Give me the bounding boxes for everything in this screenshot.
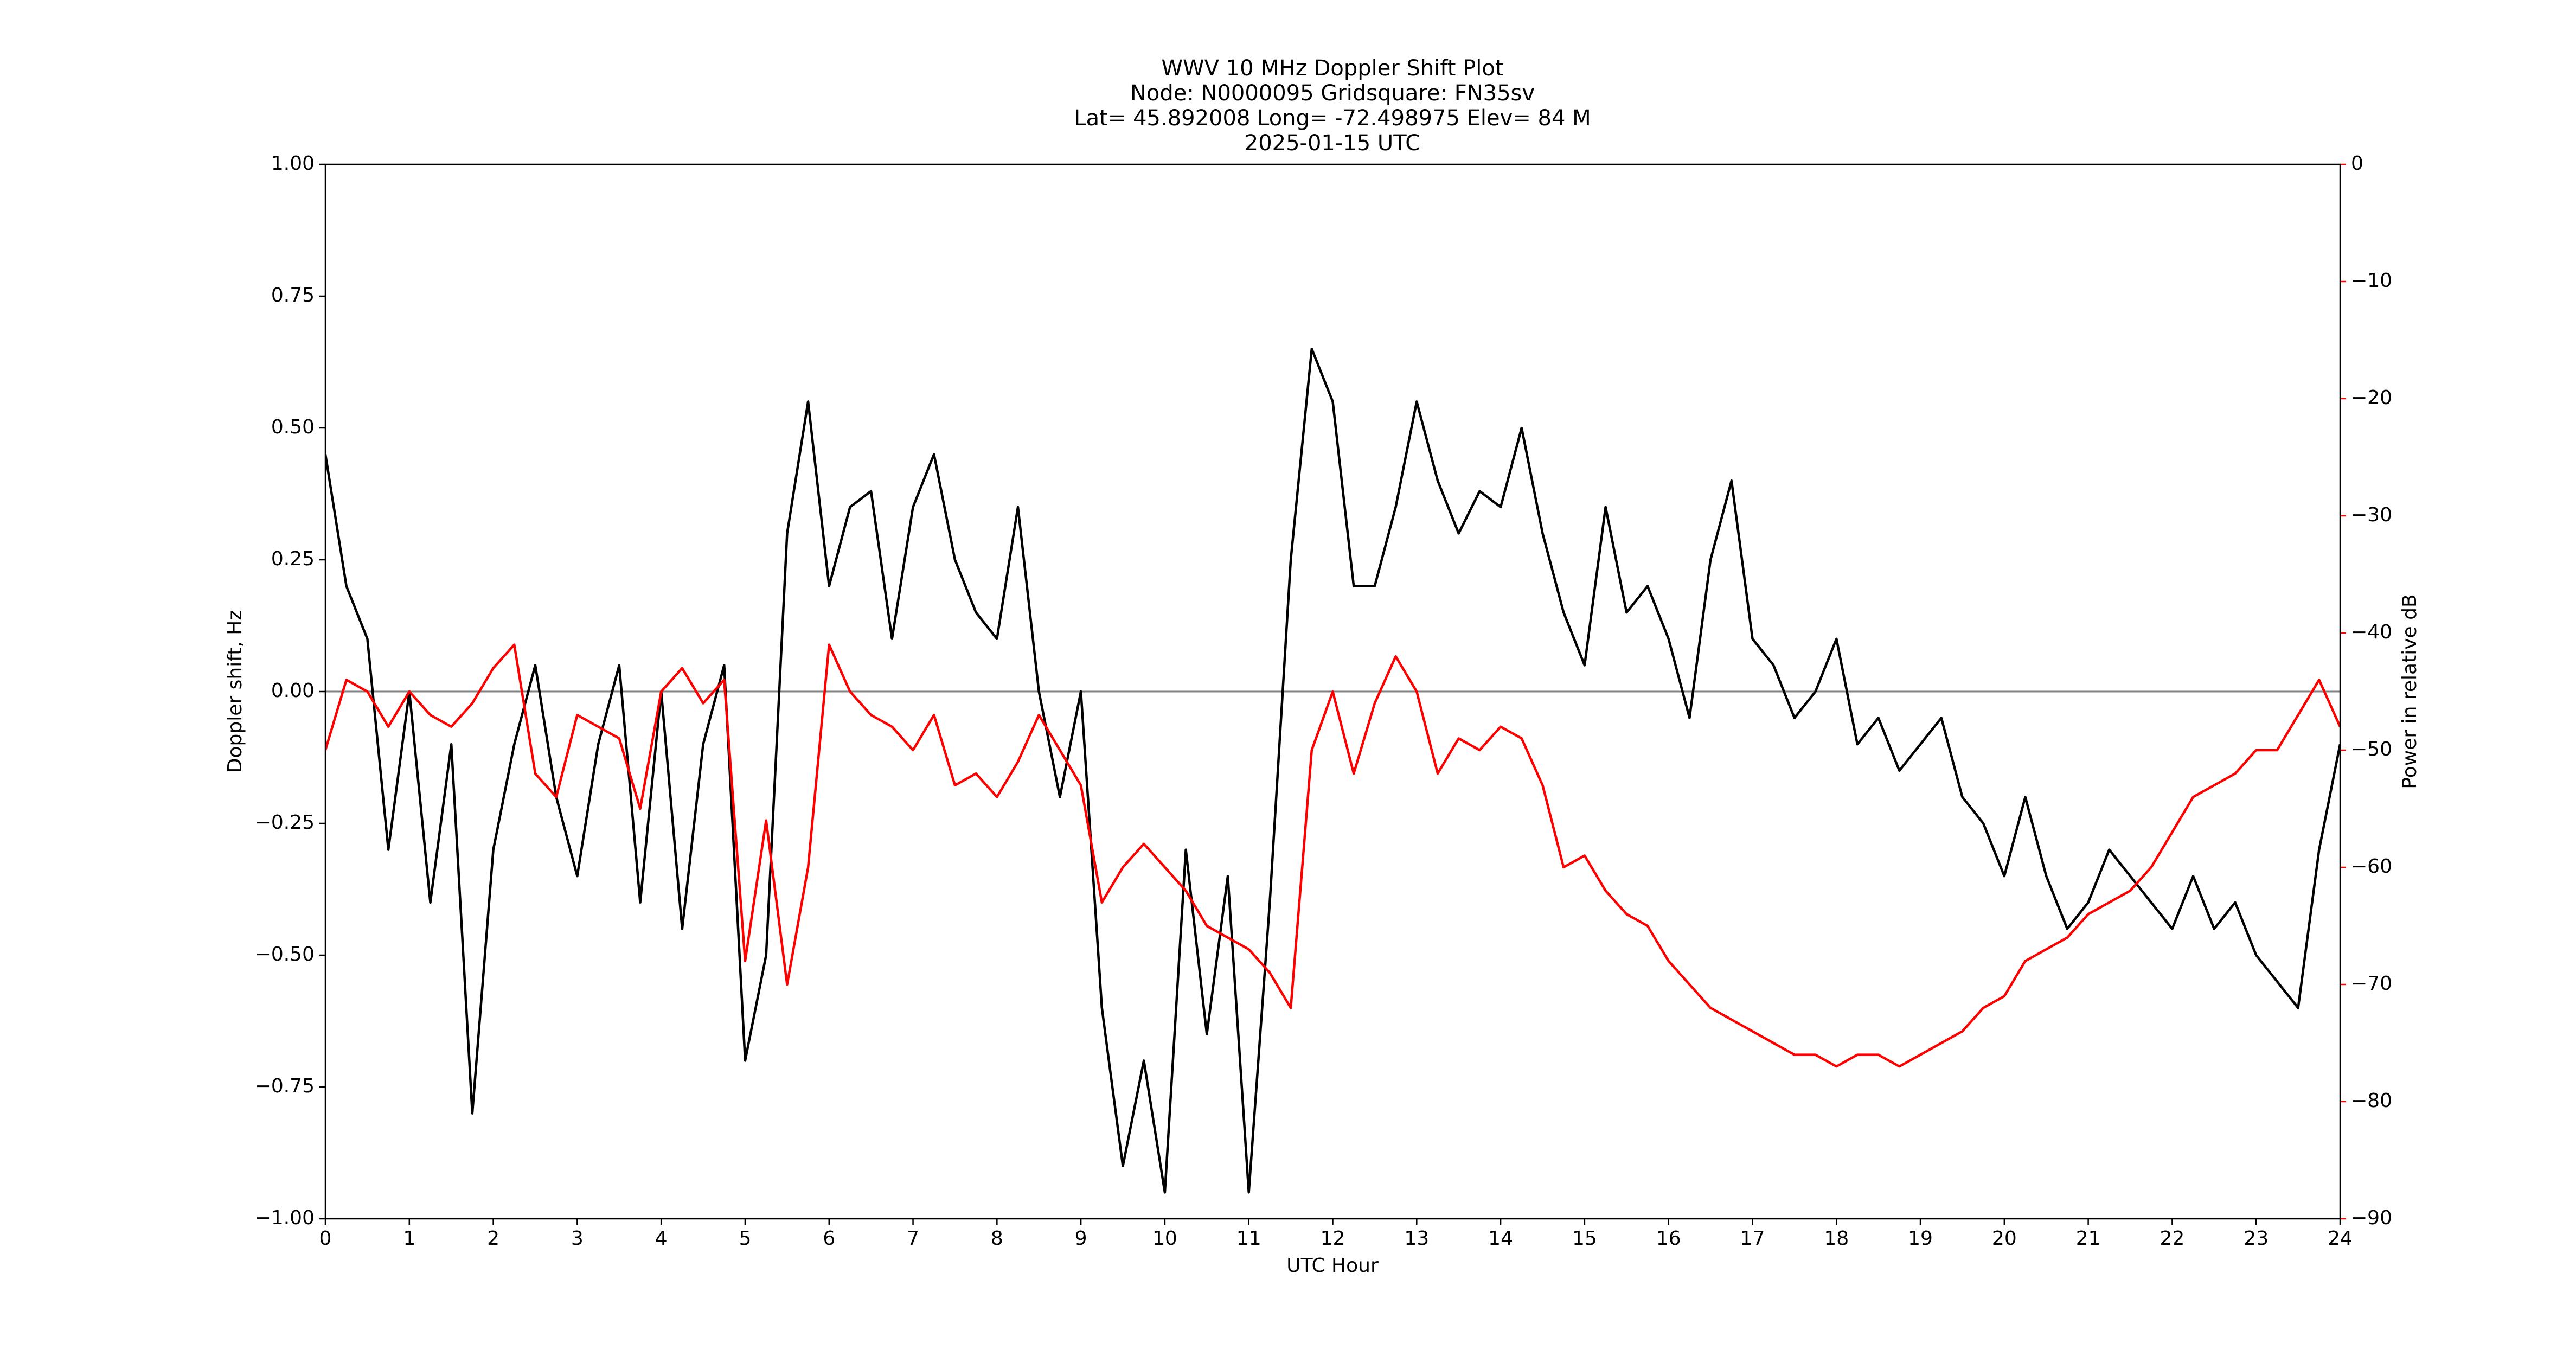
x-tick-label: 18 [1824, 1227, 1849, 1250]
y-tick-label: −1.00 [255, 1207, 315, 1229]
y2-tick-label: −30 [2351, 504, 2392, 526]
x-tick-label: 16 [1656, 1227, 1681, 1250]
x-tick-label: 1 [403, 1227, 415, 1250]
y-tick-label: 0.75 [271, 284, 315, 306]
chart-subtitle: Lat= 45.892008 Long= -72.498975 Elev= 84… [1074, 106, 1591, 131]
x-tick-label: 11 [1236, 1227, 1261, 1250]
y2-tick-label: 0 [2351, 152, 2363, 175]
x-tick-label: 12 [1321, 1227, 1345, 1250]
y2-tick-label: −70 [2351, 973, 2392, 995]
x-tick-label: 8 [991, 1227, 1003, 1250]
x-tick-label: 13 [1404, 1227, 1429, 1250]
x-tick-label: 24 [2328, 1227, 2353, 1250]
series-line [325, 643, 2340, 1068]
x-tick-label: 20 [1992, 1227, 2017, 1250]
y2-axis-label: Power in relative dB [2399, 594, 2421, 789]
x-tick-label: 5 [739, 1227, 752, 1250]
x-tick-label: 19 [1908, 1227, 1933, 1250]
x-tick-label: 17 [1740, 1227, 1765, 1250]
x-tick-label: 4 [655, 1227, 668, 1250]
x-tick-label: 14 [1488, 1227, 1513, 1250]
chart-title: WWV 10 MHz Doppler Shift Plot [1161, 56, 1503, 81]
y-tick-label: 0.50 [271, 416, 315, 438]
x-tick-label: 21 [2076, 1227, 2101, 1250]
x-axis-label: UTC Hour [1286, 1255, 1379, 1277]
y2-tick-label: −40 [2351, 621, 2392, 643]
y-tick-label: −0.75 [255, 1075, 315, 1097]
x-tick-label: 10 [1152, 1227, 1177, 1250]
y-tick-label: 0.00 [271, 680, 315, 702]
x-tick-label: 7 [907, 1227, 919, 1250]
y2-tick-label: −60 [2351, 855, 2392, 878]
x-tick-label: 15 [1572, 1227, 1597, 1250]
y-axis-label: Doppler shift, Hz [224, 610, 246, 773]
x-tick-label: 0 [319, 1227, 332, 1250]
y-tick-label: 0.25 [271, 548, 315, 570]
y2-tick-label: −10 [2351, 270, 2392, 292]
x-tick-label: 6 [823, 1227, 835, 1250]
y2-tick-label: −90 [2351, 1207, 2392, 1229]
y2-tick-label: −20 [2351, 387, 2392, 409]
chart-subtitle: 2025-01-15 UTC [1245, 131, 1420, 156]
chart-subtitle: Node: N0000095 Gridsquare: FN35sv [1130, 81, 1535, 106]
x-tick-label: 2 [487, 1227, 499, 1250]
y2-tick-label: −50 [2351, 738, 2392, 760]
x-tick-label: 22 [2160, 1227, 2185, 1250]
y-tick-label: −0.50 [255, 943, 315, 965]
x-tick-label: 9 [1075, 1227, 1087, 1250]
x-tick-label: 3 [571, 1227, 584, 1250]
y-tick-label: −0.25 [255, 811, 315, 834]
x-tick-label: 23 [2244, 1227, 2269, 1250]
y-tick-label: 1.00 [271, 152, 315, 175]
plot-frame [324, 163, 2341, 1220]
y2-tick-label: −80 [2351, 1090, 2392, 1112]
